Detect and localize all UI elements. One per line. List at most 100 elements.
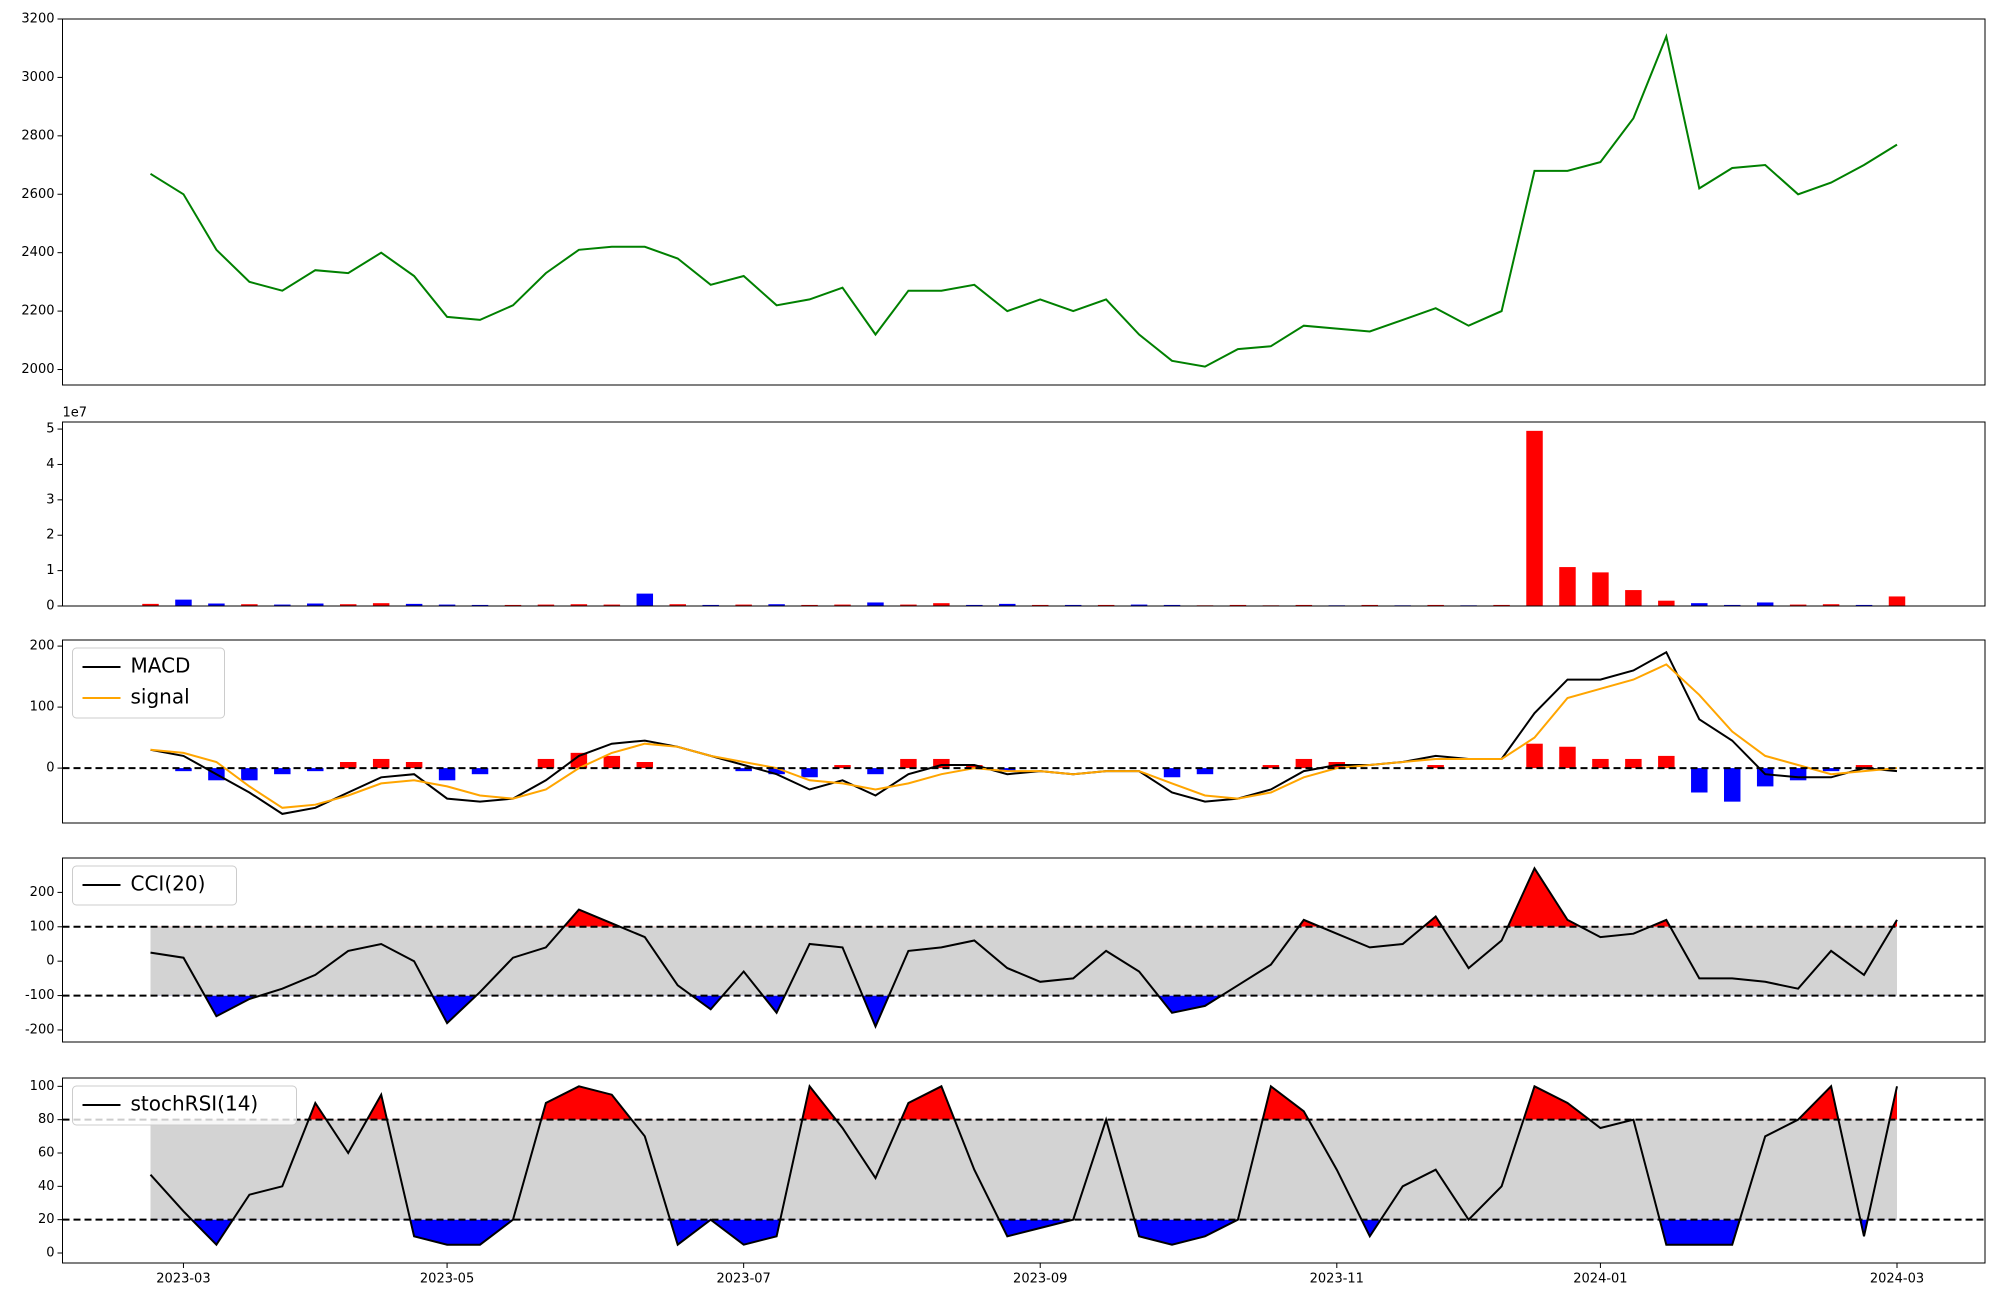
histogram-bar xyxy=(1625,758,1642,769)
volume-bar xyxy=(1855,604,1873,606)
histogram-bar xyxy=(1592,758,1609,769)
price-line xyxy=(149,33,1898,368)
volume-bar xyxy=(1625,590,1642,606)
volume-bar xyxy=(933,603,950,606)
volume-bar xyxy=(274,604,291,606)
volume-bar xyxy=(1723,604,1741,606)
volume-bar xyxy=(471,604,489,606)
y-tick-label: 2400 xyxy=(21,245,54,260)
y-tick-label: -200 xyxy=(25,1022,55,1037)
histogram-bar xyxy=(768,768,785,775)
legend-label: stochRSI(14) xyxy=(131,1092,259,1116)
y-tick-label: 2600 xyxy=(21,187,54,202)
legend-label: CCI(20) xyxy=(131,872,206,896)
y-tick-label: 3000 xyxy=(21,70,54,85)
volume-bar xyxy=(1097,604,1115,606)
volume-bar xyxy=(1526,430,1543,606)
volume-bar xyxy=(1691,603,1708,606)
histogram-bar xyxy=(867,768,884,775)
volume-bar xyxy=(570,604,588,606)
panel: 0 1 2 3 4 5 1e7 xyxy=(46,406,1986,614)
histogram-bar xyxy=(274,768,291,775)
x-tick-label: 2023-05 xyxy=(420,1272,474,1287)
volume-bar xyxy=(1559,567,1576,606)
y-tick-label: 1 xyxy=(46,563,54,578)
y-tick-label: 20 xyxy=(38,1212,55,1227)
histogram-bar xyxy=(801,768,818,778)
volume-bar xyxy=(1592,572,1609,606)
volume-bar xyxy=(801,604,818,606)
y-tick-label: 5 xyxy=(46,422,54,437)
y-tick-label: 100 xyxy=(30,700,55,715)
histogram-bar xyxy=(1163,768,1181,778)
volume-bar xyxy=(1789,604,1807,606)
y-tick-label: 100 xyxy=(30,919,55,934)
histogram-bar xyxy=(372,758,390,769)
y-tick-label: 2000 xyxy=(21,362,54,377)
histogram-bar xyxy=(1262,765,1280,769)
y-tick-label: 40 xyxy=(38,1179,55,1194)
series-line xyxy=(150,866,1898,1030)
volume-bar xyxy=(1493,604,1510,606)
volume-bar xyxy=(834,604,851,606)
y-tick-label: 0 xyxy=(46,599,54,614)
volume-bar xyxy=(735,604,752,606)
volume-bar xyxy=(1064,604,1082,606)
y-tick-label: 0 xyxy=(46,954,54,969)
histogram-bar xyxy=(999,768,1016,772)
histogram-bar xyxy=(603,755,621,769)
volume-bar xyxy=(1658,600,1675,606)
y-tick-label: -100 xyxy=(25,988,55,1003)
histogram-bar xyxy=(1789,768,1807,781)
volume-bar xyxy=(1031,604,1049,606)
volume-bar xyxy=(768,604,785,606)
histogram-bar xyxy=(339,762,357,769)
legend-box xyxy=(72,1085,297,1126)
panel: 2000 2200 2400 2600 2800 3000 3200 xyxy=(21,12,1986,386)
neutral-band xyxy=(150,926,1897,996)
overbought-fill xyxy=(150,868,1897,927)
legend-box xyxy=(72,647,225,719)
legend-label: MACD xyxy=(131,654,191,678)
volume-bar xyxy=(537,604,555,606)
volume-bar xyxy=(339,604,357,606)
volume-bar xyxy=(1229,604,1247,606)
volume-bar xyxy=(438,604,456,606)
histogram-bar xyxy=(735,768,752,772)
x-tick-label: 2023-07 xyxy=(716,1272,770,1287)
histogram-bar xyxy=(471,768,489,775)
volume-bar xyxy=(307,603,324,606)
series-line xyxy=(150,650,1898,815)
volume-bar xyxy=(175,599,192,606)
volume-bar xyxy=(999,603,1016,606)
y-tick-label: 2200 xyxy=(21,304,54,319)
plot-frame xyxy=(62,18,1986,386)
volume-bar xyxy=(1361,604,1378,606)
histogram-bar xyxy=(1526,743,1543,769)
volume-bar xyxy=(1756,602,1774,606)
volume-bar xyxy=(1295,604,1313,606)
histogram-bar xyxy=(1756,768,1774,787)
plot-frame xyxy=(62,639,1986,824)
histogram-bar xyxy=(636,762,654,769)
series-line xyxy=(149,1084,1898,1247)
x-tick-label: 2024-01 xyxy=(1573,1272,1627,1287)
volume-bar xyxy=(241,604,258,606)
volume-bar xyxy=(966,604,983,606)
panel: 0 20 40 60 80 100 stochRSI(14) 2023-03 2023-05 20… xyxy=(30,1077,1986,1287)
histogram-bar xyxy=(1855,765,1873,769)
volume-bar xyxy=(1130,604,1148,606)
plot-frame xyxy=(62,857,1986,1043)
histogram-bar xyxy=(537,758,555,769)
y-tick-label: 60 xyxy=(38,1146,55,1161)
histogram-bar xyxy=(1658,755,1675,769)
y-tick-label: 0 xyxy=(46,761,54,776)
oversold-fill xyxy=(150,1219,1897,1245)
volume-bar xyxy=(702,604,719,606)
volume-bar xyxy=(1888,596,1906,606)
x-tick-label: 2023-11 xyxy=(1310,1272,1364,1287)
volume-bar xyxy=(372,603,390,606)
volume-bar xyxy=(142,603,159,606)
histogram-bar xyxy=(570,752,588,769)
volume-bar xyxy=(867,602,884,606)
